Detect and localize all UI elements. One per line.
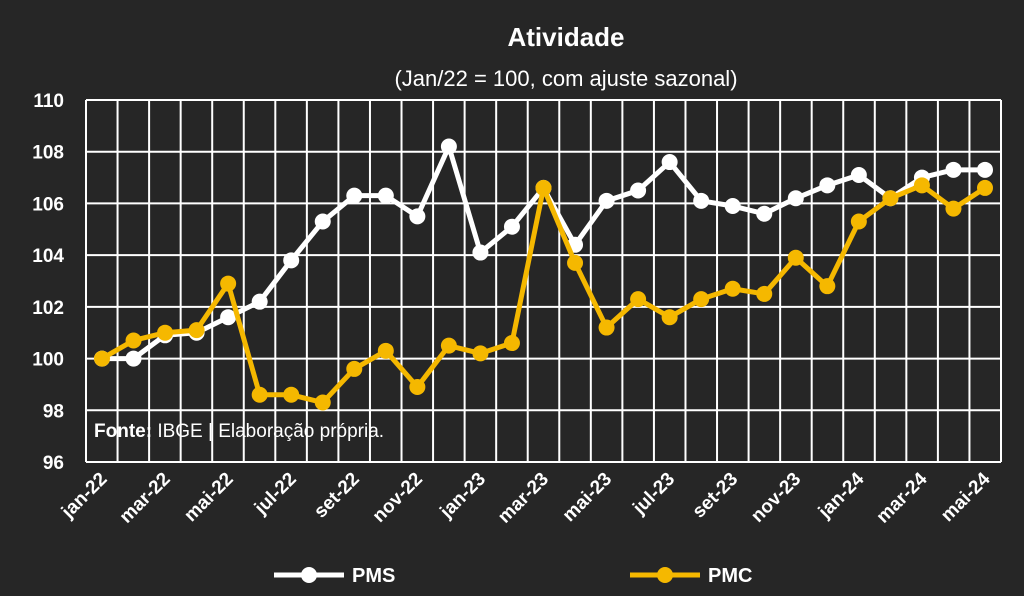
y-axis: 96 98 100 102 104 106 108 110	[32, 91, 64, 474]
pms-point	[850, 166, 867, 183]
pmc-point	[503, 335, 520, 352]
y-tick-label: 104	[32, 246, 64, 267]
y-tick-label: 96	[43, 453, 64, 474]
x-tick-label: nov-22	[369, 469, 427, 527]
legend-swatch-marker	[657, 567, 673, 583]
y-tick-label: 108	[32, 143, 64, 164]
pms-point	[977, 161, 993, 178]
pms-point	[503, 218, 520, 235]
x-tick-label: mai-24	[937, 468, 995, 526]
legend-item-pmc: PMC	[630, 565, 752, 587]
y-tick-label: 106	[32, 194, 64, 215]
y-tick-label: 110	[33, 91, 64, 112]
legend-swatch-marker	[301, 567, 317, 583]
pmc-point	[251, 386, 268, 403]
x-tick-label: jan-24	[814, 468, 869, 523]
pmc-point	[693, 291, 710, 308]
pms-point	[630, 182, 647, 199]
x-tick-label: jan-23	[436, 469, 490, 523]
x-tick-label: mar-22	[116, 469, 175, 528]
chart-title: Atividade	[507, 22, 624, 52]
pmc-point	[945, 200, 962, 217]
pms-point	[819, 177, 836, 194]
pmc-point	[630, 291, 647, 308]
x-tick-label: jul-22	[250, 469, 301, 520]
x-axis: jan-22 mar-22 mai-22 jul-22 set-22 nov-22 jan-…	[57, 468, 995, 527]
pms-point	[346, 187, 363, 204]
chart-subtitle: (Jan/22 = 100, com ajuste sazonal)	[394, 66, 737, 91]
pms-point	[440, 138, 457, 155]
source-note: Fonte: IBGE | Elaboração própria.	[94, 421, 384, 442]
pms-point	[377, 187, 394, 204]
pms-point	[693, 192, 710, 209]
pmc-point	[94, 350, 110, 367]
pmc-point	[882, 190, 899, 207]
legend-item-pms: PMS	[274, 565, 395, 587]
pms-point	[472, 244, 489, 261]
pmc-point	[188, 322, 205, 339]
pmc-point	[125, 332, 142, 349]
y-tick-label: 100	[32, 350, 64, 371]
pms-point	[787, 190, 804, 207]
pmc-point	[850, 213, 867, 230]
pmc-point	[724, 280, 741, 297]
pms-point	[409, 208, 426, 225]
legend-label: PMC	[708, 565, 752, 587]
pms-point	[945, 161, 962, 178]
x-tick-label: set-23	[689, 469, 743, 523]
pmc-point	[977, 179, 993, 196]
pmc-point	[377, 342, 394, 359]
legend: PMS PMC	[274, 565, 752, 587]
pmc-point	[220, 275, 237, 292]
pms-point	[598, 192, 615, 209]
pmc-point	[661, 309, 678, 326]
x-tick-label: nov-23	[747, 469, 805, 527]
x-tick-label: mai-22	[180, 469, 237, 526]
x-tick-label: jul-23	[629, 469, 680, 520]
pmc-point	[314, 394, 331, 411]
pmc-point	[346, 360, 363, 377]
pms-point	[661, 154, 678, 171]
series-pmc	[94, 177, 993, 411]
x-tick-label: jan-22	[57, 469, 111, 523]
y-tick-label: 98	[43, 401, 64, 422]
series-pms	[94, 138, 993, 367]
pmc-point	[787, 249, 804, 266]
grid	[85, 99, 1002, 463]
pms-point	[283, 252, 300, 269]
pmc-point	[440, 337, 457, 354]
x-tick-label: set-22	[310, 469, 364, 523]
pms-point	[251, 293, 268, 310]
x-tick-label: mar-23	[494, 469, 553, 528]
pmc-point	[472, 345, 489, 362]
pms-point	[314, 213, 331, 230]
pmc-point	[598, 319, 615, 336]
series-group	[94, 138, 993, 411]
legend-label: PMS	[352, 565, 395, 587]
x-tick-label: mai-23	[559, 469, 616, 526]
pmc-point	[535, 179, 552, 196]
pms-point	[724, 198, 741, 215]
pms-point	[756, 205, 773, 222]
y-tick-label: 102	[32, 298, 64, 319]
pms-point	[125, 350, 142, 367]
pms-point	[220, 309, 237, 326]
pmc-point	[157, 324, 174, 341]
x-tick-label: mar-24	[873, 468, 932, 527]
pmc-point	[283, 386, 300, 403]
pmc-point	[409, 379, 426, 396]
pmc-point	[756, 285, 773, 302]
pmc-point	[913, 177, 930, 194]
source-text: IBGE | Elaboração própria.	[152, 421, 384, 442]
pmc-point	[819, 278, 836, 295]
source-label: Fonte:	[94, 421, 152, 442]
pmc-point	[567, 254, 584, 271]
